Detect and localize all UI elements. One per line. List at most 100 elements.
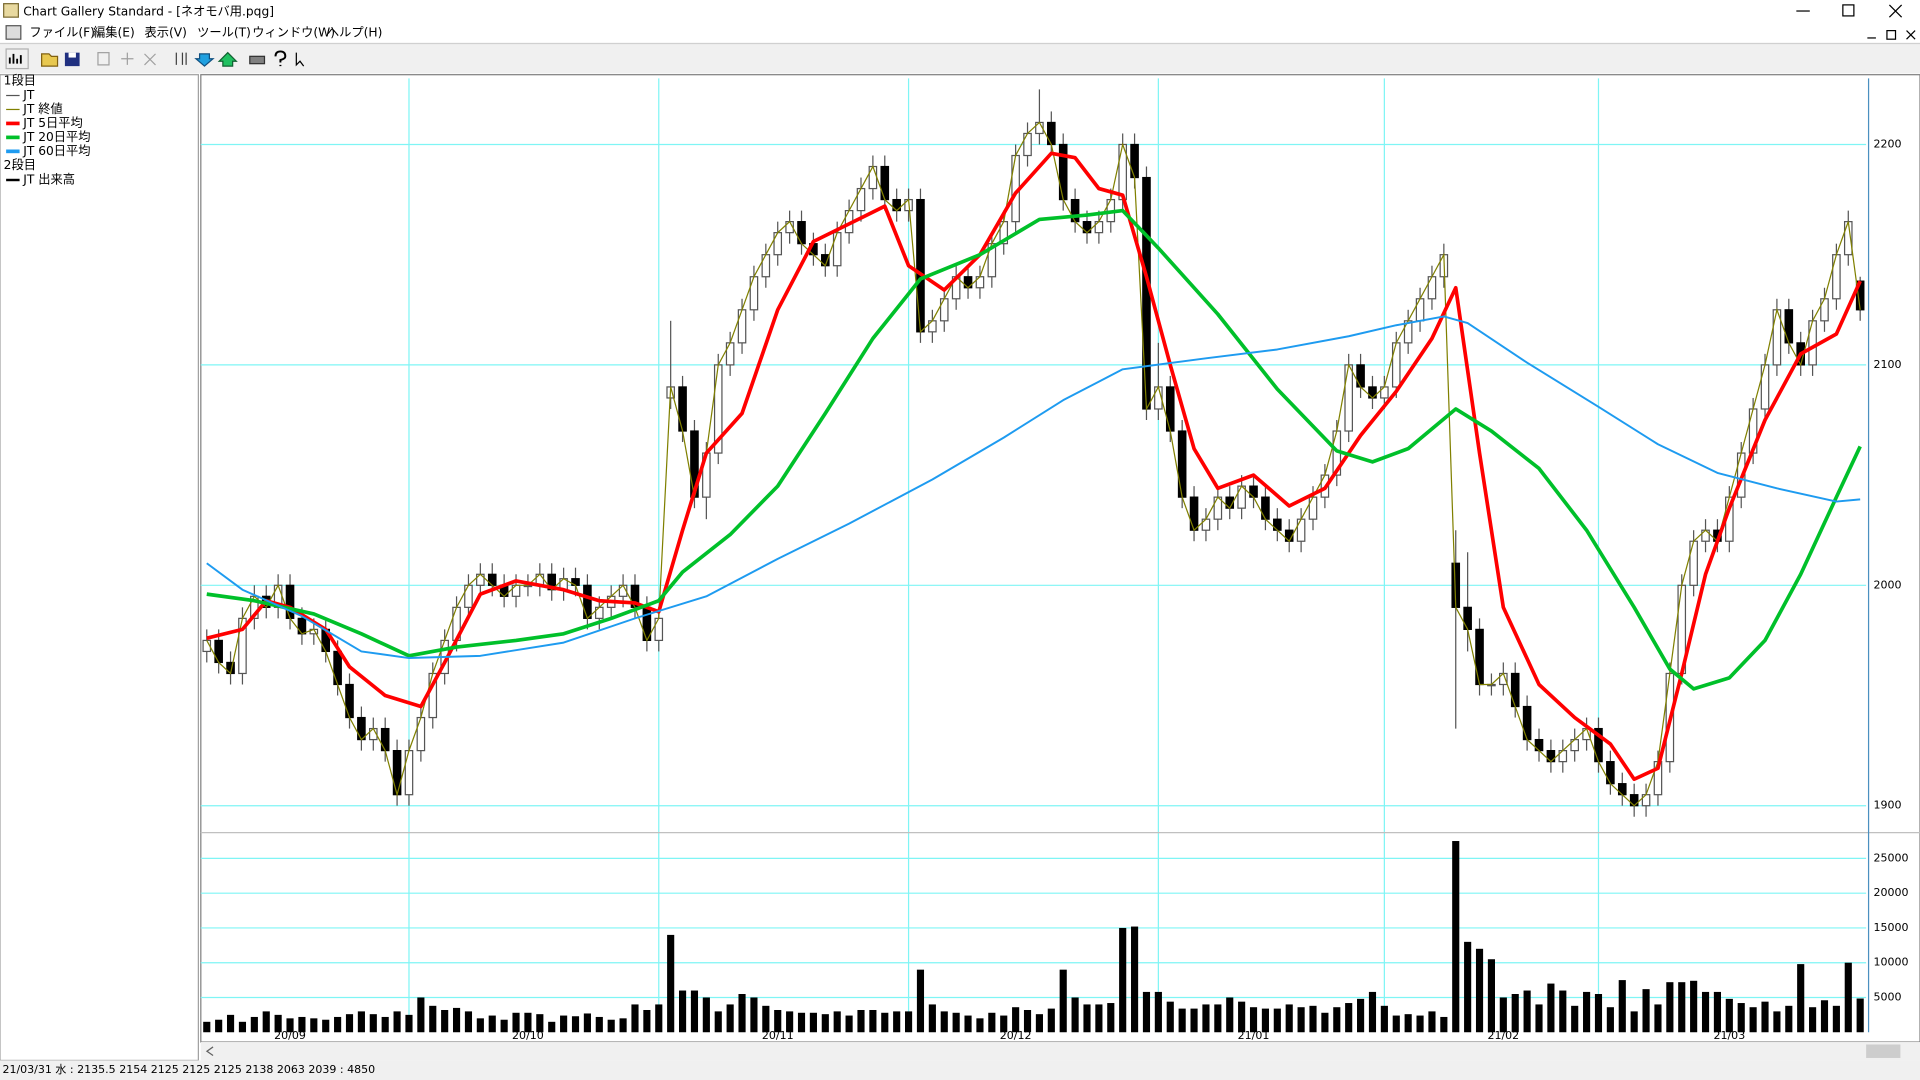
volume-bar <box>940 1011 948 1033</box>
volume-bar <box>1404 1014 1412 1033</box>
candle-body <box>1832 254 1841 300</box>
volume-bar <box>1737 1003 1745 1033</box>
volume-bar <box>1749 1007 1757 1033</box>
volume-bar <box>774 1009 782 1033</box>
volume-bar <box>928 1004 936 1033</box>
y-tick-label: 1900 <box>1873 799 1901 812</box>
volume-bar <box>274 1014 282 1033</box>
volume-bar <box>536 1014 544 1033</box>
volume-bar <box>1832 1005 1840 1033</box>
candle-body <box>654 617 664 642</box>
volume-bar <box>1178 1008 1186 1033</box>
menu-item[interactable]: 表示(V) <box>144 26 186 40</box>
menu-item[interactable]: 編集(E) <box>93 25 135 40</box>
child-close[interactable] <box>1906 30 1916 40</box>
candle-body <box>1391 342 1401 388</box>
volume-bar <box>1357 998 1365 1033</box>
volume-bar <box>298 1016 306 1033</box>
volume-bar <box>678 990 687 1033</box>
volume-bar <box>1475 948 1484 1033</box>
volume-bar <box>1773 1011 1781 1033</box>
candle-body <box>939 298 949 322</box>
tool-glyph <box>68 52 76 58</box>
volume-bar <box>893 1011 901 1033</box>
volume-bar <box>310 1018 318 1033</box>
volume-bar <box>726 1004 734 1033</box>
menu-item[interactable]: ファイル(F) <box>29 26 95 40</box>
candle-body <box>464 584 473 608</box>
volume-bar <box>631 1004 639 1033</box>
panel-label: 1段目 <box>4 72 36 87</box>
candle-body <box>357 716 366 741</box>
tool-glyph <box>249 55 266 65</box>
candle-body <box>380 727 390 752</box>
close-line <box>206 121 1861 807</box>
volume-bar <box>988 1012 996 1033</box>
volume-bar <box>548 1021 556 1033</box>
close-button[interactable] <box>1888 4 1903 18</box>
candle-body <box>1344 364 1353 432</box>
volume-bar <box>226 1014 235 1033</box>
app-icon <box>3 3 19 18</box>
menu-item[interactable]: ツール(T) <box>197 26 251 40</box>
volume-bar <box>786 1011 794 1033</box>
panel-label: 2段目 <box>4 157 36 172</box>
candle-body <box>868 165 878 190</box>
candle-body <box>1308 496 1318 520</box>
volume-bar <box>595 1016 603 1033</box>
candle-body <box>1296 518 1306 542</box>
volume-bar <box>512 1012 520 1033</box>
menu-item[interactable]: ウィンドウ(W) <box>252 26 335 40</box>
volume-bar <box>1071 997 1079 1033</box>
volume-bar <box>1856 998 1864 1033</box>
candle-body <box>1415 298 1425 322</box>
tool-move[interactable] <box>170 48 193 69</box>
menu-item[interactable]: ヘルプ(H) <box>327 26 382 40</box>
x-tick-label: 21/01 <box>1238 1029 1270 1042</box>
menu-bar <box>0 23 1920 43</box>
volume-bar <box>1797 964 1805 1033</box>
scroll-left-arrow[interactable] <box>205 1046 214 1057</box>
volume-bar <box>405 1014 413 1033</box>
volume-bar <box>881 1012 889 1033</box>
volume-bar <box>1249 1007 1258 1033</box>
volume-bar <box>1547 983 1555 1033</box>
volume-bar <box>1047 1008 1055 1033</box>
volume-bar <box>429 1005 437 1033</box>
volume-bar <box>215 1019 223 1033</box>
volume-bar <box>1309 1005 1317 1033</box>
candle-body <box>1689 540 1698 586</box>
tool-copy[interactable] <box>93 48 116 69</box>
scroll-thumb[interactable] <box>1866 1044 1901 1058</box>
tool-glyph <box>41 53 59 67</box>
volume-bar <box>1606 1007 1614 1033</box>
volume-bar <box>262 1011 270 1033</box>
volume-bar <box>1487 959 1495 1033</box>
volume-bar <box>286 1018 294 1033</box>
x-tick-label: 20/12 <box>1000 1029 1032 1042</box>
child-restore[interactable] <box>1886 30 1897 40</box>
volume-bar <box>1809 1007 1817 1033</box>
horizontal-scrollbar[interactable] <box>200 1042 1920 1061</box>
tool-glyph <box>121 52 134 65</box>
volume-bar <box>809 1012 817 1033</box>
volume-bar <box>560 1015 568 1033</box>
volume-bar <box>1844 962 1852 1033</box>
candle-body <box>1522 705 1532 741</box>
volume-bar <box>1428 1011 1436 1033</box>
mdi-icon[interactable] <box>5 25 22 40</box>
volume-bar <box>1535 1004 1543 1033</box>
volume-bar <box>1571 1005 1579 1033</box>
y-tick-label: 25000 <box>1873 851 1908 864</box>
volume-bar <box>857 1009 865 1033</box>
volume-bar <box>1035 1014 1043 1033</box>
volume-bar <box>1690 980 1698 1033</box>
restore-button[interactable] <box>1842 4 1855 17</box>
candle-body <box>797 221 806 245</box>
volume-bar <box>1820 1000 1829 1033</box>
candle-body <box>916 198 925 333</box>
volume-bar <box>797 1012 806 1033</box>
volume-bar <box>1725 998 1733 1033</box>
volume-bar <box>1321 1012 1329 1033</box>
volume-bar <box>1678 982 1686 1033</box>
